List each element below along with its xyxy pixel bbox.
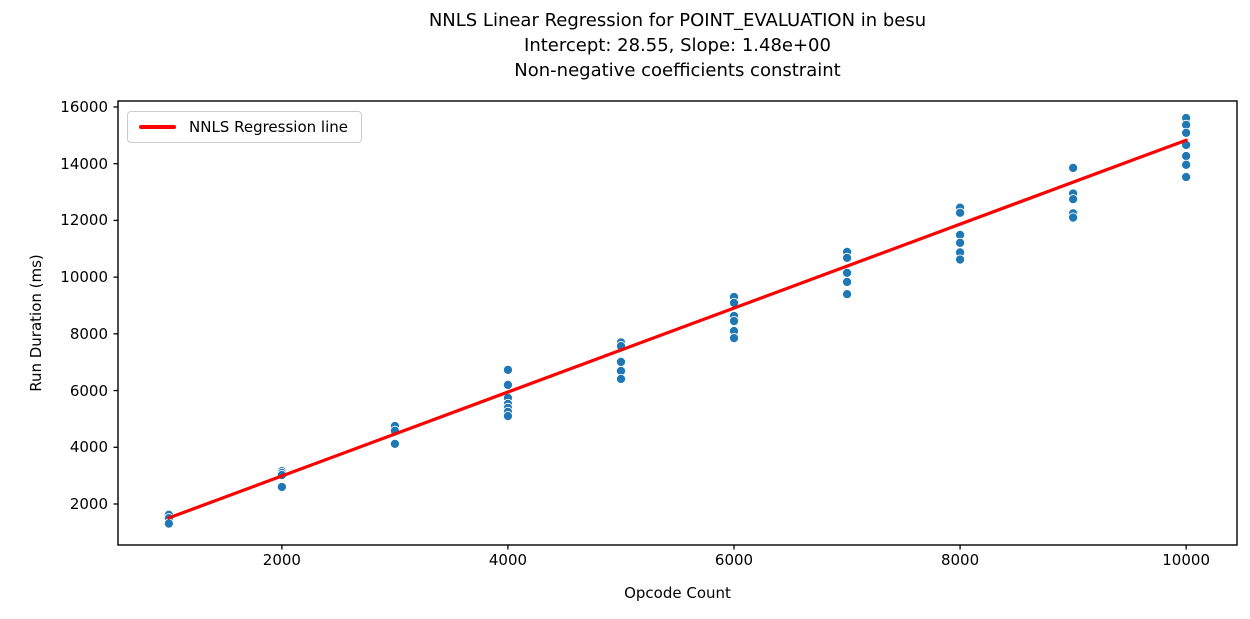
chart-subtitle-constraint: Non-negative coefficients constraint xyxy=(514,60,841,81)
scatter-point xyxy=(1181,171,1192,183)
chart-title: NNLS Linear Regression for POINT_EVALUAT… xyxy=(428,10,927,31)
x-tick-label: 4000 xyxy=(488,551,528,569)
scatter-point xyxy=(728,316,740,327)
scatter-point xyxy=(502,364,514,375)
scatter-point xyxy=(955,254,966,265)
x-tick-label: 8000 xyxy=(940,551,980,569)
regression-line xyxy=(167,138,1188,520)
y-tick-label: 6000 xyxy=(69,381,108,400)
chart-title-block: NNLS Linear Regression for POINT_EVALUAT… xyxy=(118,8,1237,83)
scatter-point xyxy=(1068,194,1079,205)
y-tick-label: 8000 xyxy=(69,324,108,343)
scatter-point xyxy=(1181,150,1192,162)
scatter-point xyxy=(1068,212,1079,223)
y-tick-label: 4000 xyxy=(69,438,108,457)
scatter-point xyxy=(615,356,627,367)
scatter-point xyxy=(1181,127,1192,138)
y-tick-label: 14000 xyxy=(60,154,108,173)
scatter-point xyxy=(615,373,627,384)
legend: NNLS Regression line xyxy=(127,111,362,143)
scatter-point xyxy=(955,207,966,218)
scatter-point xyxy=(502,411,514,422)
legend-line-sample xyxy=(139,125,176,129)
y-tick-label: 10000 xyxy=(60,268,108,287)
scatter-point xyxy=(728,333,740,344)
x-tick-label: 6000 xyxy=(714,551,754,569)
scatter-point xyxy=(841,252,853,263)
plot-border xyxy=(117,100,1238,546)
y-tick-label: 2000 xyxy=(69,494,108,513)
scatter-point xyxy=(841,267,853,278)
scatter-point xyxy=(955,237,966,248)
scatter-point xyxy=(841,289,853,300)
scatter-point xyxy=(163,518,174,529)
x-axis-label: Opcode Count xyxy=(624,584,731,602)
chart-subtitle-intercept-slope: Intercept: 28.55, Slope: 1.48e+00 xyxy=(524,35,831,56)
scatter-point xyxy=(841,276,853,288)
y-tick-label: 12000 xyxy=(60,211,108,230)
scatter-point xyxy=(1068,162,1079,174)
legend-label: NNLS Regression line xyxy=(189,118,348,136)
scatter-point xyxy=(1181,159,1192,170)
x-tick-label: 2000 xyxy=(262,551,301,569)
scatter-point xyxy=(276,481,287,493)
scatter-point xyxy=(389,438,400,449)
y-axis-label: Run Duration (ms) xyxy=(27,254,45,392)
x-tick-label: 10000 xyxy=(1162,551,1210,569)
scatter-point xyxy=(502,379,514,390)
y-tick-label: 16000 xyxy=(60,97,108,116)
